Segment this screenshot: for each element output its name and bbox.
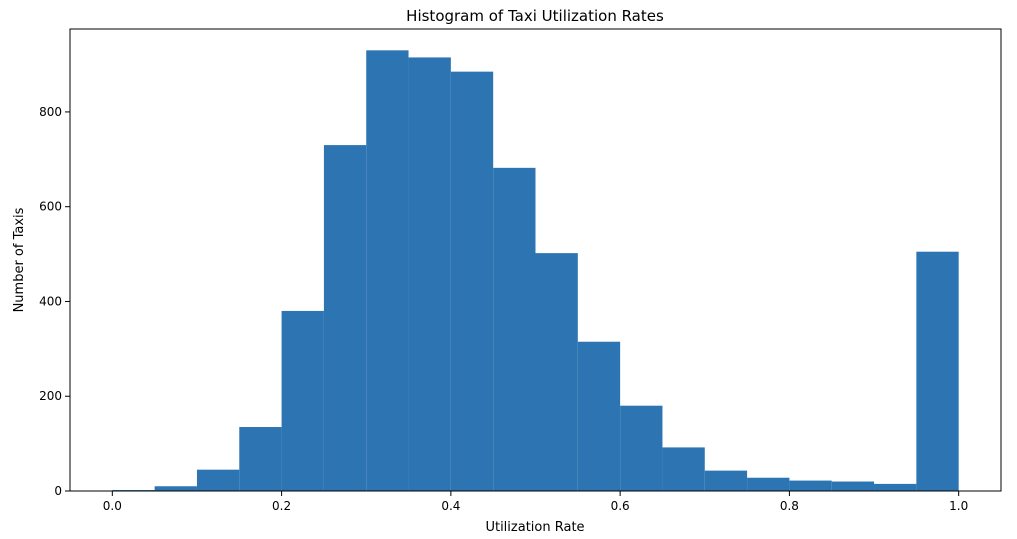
x-tick-label: 0.0 xyxy=(103,499,122,513)
histogram-bar xyxy=(789,480,832,491)
x-tick-label: 0.6 xyxy=(611,499,630,513)
y-axis-label: Number of Taxis xyxy=(12,207,27,312)
histogram-bar xyxy=(916,251,959,491)
histogram-bar xyxy=(323,145,367,492)
histogram-bar xyxy=(535,253,578,491)
y-axis-ticks: 0 200 400 600 800 xyxy=(39,105,70,498)
bars-group xyxy=(112,50,959,492)
y-tick-label: 800 xyxy=(39,105,62,119)
histogram-bar xyxy=(154,486,197,491)
histogram-bar xyxy=(620,405,663,491)
histogram-bar xyxy=(747,477,790,491)
histogram-bar xyxy=(874,483,917,491)
histogram-bar xyxy=(577,341,621,491)
plot-frame xyxy=(69,28,1002,492)
histogram-bar xyxy=(239,427,282,491)
chart-title: Histogram of Taxi Utilization Rates xyxy=(406,7,664,25)
histogram-bar xyxy=(704,470,748,491)
x-tick-label: 0.2 xyxy=(272,499,291,513)
x-tick-label: 0.4 xyxy=(441,499,460,513)
histogram-bar xyxy=(408,57,451,491)
x-tick-label: 0.8 xyxy=(780,499,799,513)
histogram-bar xyxy=(450,71,494,492)
y-tick-label: 0 xyxy=(54,484,62,498)
histogram-bar xyxy=(831,481,875,491)
x-axis-label: Utilization Rate xyxy=(485,520,584,535)
x-axis-ticks: 0.0 0.2 0.4 0.6 0.8 1.0 xyxy=(103,491,968,513)
histogram-bar xyxy=(662,447,705,491)
y-tick-label: 400 xyxy=(39,294,62,308)
histogram-bar xyxy=(196,469,240,491)
histogram-bar xyxy=(366,50,409,491)
histogram-bar xyxy=(493,167,536,492)
x-tick-label: 1.0 xyxy=(949,499,968,513)
histogram-bar xyxy=(281,310,324,491)
y-tick-label: 600 xyxy=(39,200,62,214)
y-tick-label: 200 xyxy=(39,389,62,403)
